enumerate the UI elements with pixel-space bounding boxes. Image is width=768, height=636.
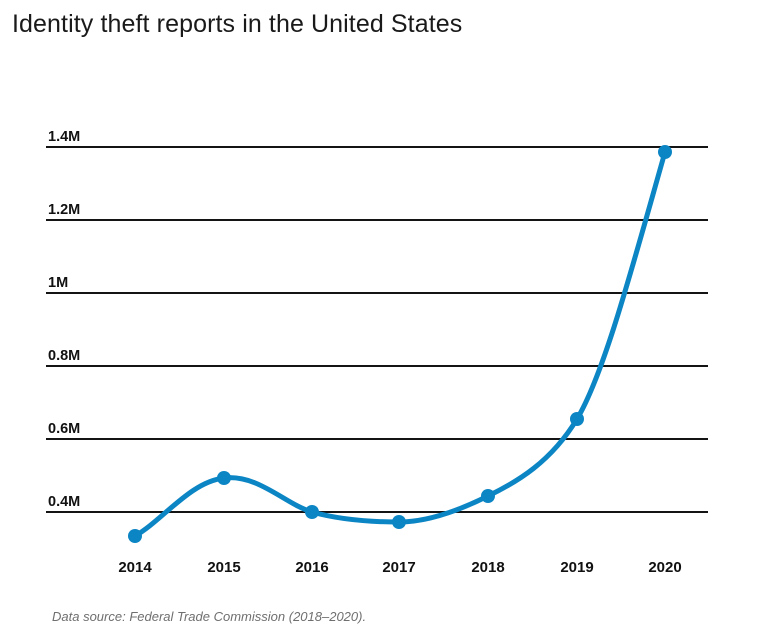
y-tick-label-0-4m: 0.4M bbox=[48, 494, 80, 510]
y-tick-label-1-2m: 1.2M bbox=[48, 202, 80, 218]
data-point-2014[interactable] bbox=[128, 529, 142, 543]
x-tick-label-2015: 2015 bbox=[207, 559, 240, 576]
x-tick-label-2018: 2018 bbox=[471, 559, 504, 576]
series-line-path bbox=[132, 149, 668, 539]
x-tick-label-2020: 2020 bbox=[648, 559, 681, 576]
x-tick-label-2014: 2014 bbox=[118, 559, 152, 576]
data-point-2019[interactable] bbox=[570, 412, 584, 426]
x-tick-label-2019: 2019 bbox=[560, 559, 593, 576]
data-point-2015[interactable] bbox=[217, 471, 231, 485]
data-point-2018[interactable] bbox=[481, 489, 495, 503]
gridlines-group bbox=[46, 146, 708, 513]
chart-source-note: Data source: Federal Trade Commission (2… bbox=[52, 609, 367, 624]
series-identity-theft-reports bbox=[128, 145, 672, 543]
data-point-2020[interactable] bbox=[658, 145, 672, 159]
data-point-2016[interactable] bbox=[305, 505, 319, 519]
x-axis-labels: 2014 2015 2016 2017 2018 2019 2020 bbox=[118, 559, 681, 576]
y-axis-labels: 1.4M 1.2M 1M 0.8M 0.6M 0.4M bbox=[48, 129, 80, 510]
y-tick-label-0-8m: 0.8M bbox=[48, 348, 80, 364]
data-point-2017[interactable] bbox=[392, 515, 406, 529]
x-tick-label-2016: 2016 bbox=[295, 559, 328, 576]
x-tick-label-2017: 2017 bbox=[382, 559, 415, 576]
y-tick-label-1-4m: 1.4M bbox=[48, 129, 80, 145]
chart-title: Identity theft reports in the United Sta… bbox=[12, 10, 463, 38]
y-tick-label-1m: 1M bbox=[48, 275, 68, 291]
y-tick-label-0-6m: 0.6M bbox=[48, 421, 80, 437]
